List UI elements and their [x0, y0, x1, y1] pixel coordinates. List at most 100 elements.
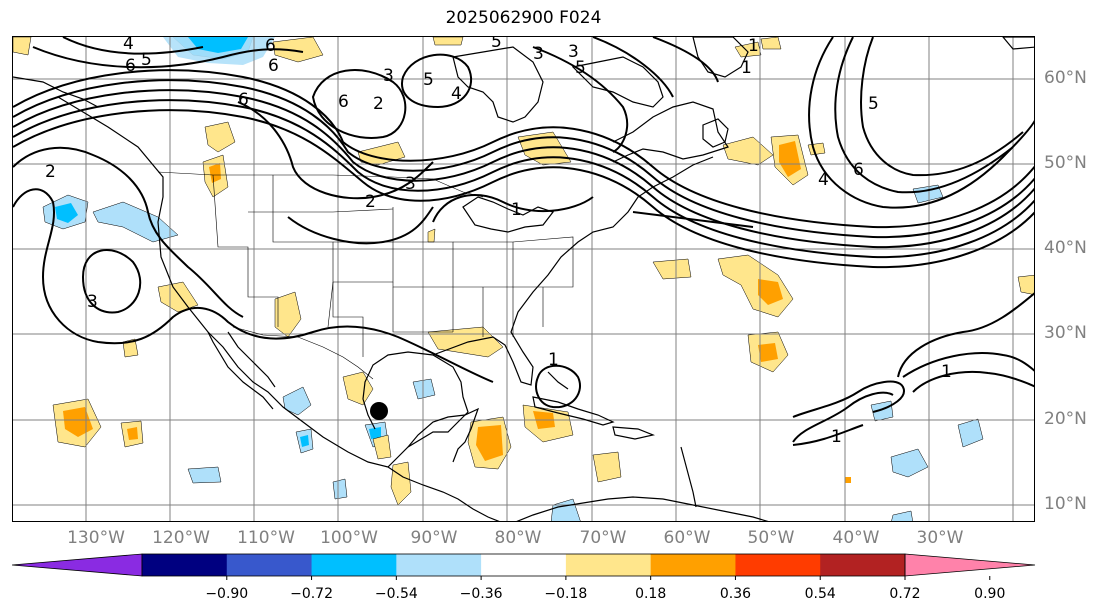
coast-hudson [452, 46, 544, 123]
contour-label: 3 [533, 44, 544, 64]
coast-gulf-mexico [362, 351, 469, 468]
contour-label: 4 [818, 170, 829, 190]
colorbar-tick-label: −0.36 [459, 586, 503, 602]
latitude-label: 50°N [1044, 153, 1087, 173]
contour-label: 6 [853, 160, 864, 180]
shade-yellow-n2 [432, 37, 464, 46]
contour-east-atl-2 [834, 37, 1014, 194]
border-states-9 [482, 287, 544, 337]
longitude-label: 60°W [663, 528, 711, 548]
contour-atl-low [792, 292, 1034, 443]
latitude-label: 40°N [1044, 238, 1087, 258]
shading-layer [13, 37, 1034, 521]
shade-lightblue-west2 [92, 201, 179, 243]
shade-yellow-w3 [122, 338, 139, 358]
shade-lightblue-gulf2 [412, 378, 436, 400]
contour-loop-west [81, 249, 142, 314]
colorbar-extend-min [12, 553, 143, 577]
colorbar-tick-label: −0.72 [290, 586, 333, 602]
shade-orange-carib2 [476, 425, 503, 461]
longitude-label: 120°W [152, 528, 210, 548]
colorbar-segment [481, 554, 567, 576]
colorbar-tick-label: 0.90 [974, 586, 1006, 602]
shade-yellow-n1 [272, 37, 324, 63]
shade-yellow-ne2 [760, 37, 782, 50]
shade-blue-west [55, 203, 78, 223]
coast-hispaniola [612, 426, 656, 440]
map-title: 2025062900 F024 [445, 8, 602, 28]
shade-blue-mex2 [300, 435, 309, 447]
shade-yellow-ne4 [722, 136, 774, 166]
colorbar-segment [650, 554, 736, 576]
contour-west-1 [13, 146, 244, 318]
contour-label: 5 [491, 37, 502, 52]
contour-1-east [632, 211, 754, 228]
border-states-6 [512, 236, 574, 337]
border-states-7 [392, 287, 453, 333]
border-states-1 [212, 174, 279, 327]
contour-jet-5 [13, 69, 1034, 229]
border-us-mexico [232, 326, 374, 380]
contours [13, 37, 1034, 446]
shade-orange-ne5 [779, 141, 801, 177]
contour-jet-3 [13, 109, 1034, 269]
coast-south-america [516, 496, 769, 521]
contour-jet-2 [13, 99, 1034, 259]
contour-1-carib [792, 424, 864, 446]
shade-yellow-mex3 [390, 461, 412, 506]
colorbar-segment [142, 554, 228, 576]
contour-jet-4 [13, 79, 1034, 239]
contour-ne-2 [592, 37, 674, 98]
contour-atl-sub [792, 380, 905, 418]
shade-blue-gulf-core [369, 427, 381, 439]
contour-label: 1 [941, 362, 952, 382]
colorbar-extend-max [904, 553, 1036, 577]
shade-yellow-mex2 [372, 434, 392, 460]
longitude-label: 40°W [832, 528, 880, 548]
coast-canada-east [612, 101, 729, 163]
contour-circle-carib [535, 364, 581, 409]
shade-orange-atl5 [845, 477, 851, 483]
contour-label: 4 [123, 37, 134, 54]
latitude-label: 20°N [1044, 409, 1087, 429]
contour-north-2 [32, 46, 304, 69]
contour-label: 6 [265, 37, 276, 56]
contour-label: 3 [568, 42, 579, 62]
contour-label: 6 [338, 92, 349, 112]
border-states-10 [248, 208, 394, 213]
colorbar-segment [226, 554, 313, 576]
shade-orange-pac2 [127, 427, 138, 440]
colorbar-segment [311, 554, 397, 576]
longitude-label: 130°W [67, 528, 125, 548]
contour-label: 5 [868, 94, 879, 114]
shade-yellow-mex1 [342, 371, 374, 406]
longitude-label: 70°W [579, 528, 627, 548]
colorbar-tick-label: 0.72 [889, 586, 921, 602]
shade-lightblue-mex1 [282, 386, 312, 416]
contour-label: 2 [373, 94, 384, 114]
colorbar-segment [565, 554, 652, 576]
political-borders [157, 171, 574, 380]
contour-label: 1 [831, 427, 842, 447]
shade-yellow-atl2 [717, 254, 794, 318]
contour-loop-nw [311, 69, 407, 139]
coast-lesser-antilles [680, 446, 697, 508]
shade-yellow-w2 [274, 291, 302, 338]
border-states-8 [332, 282, 364, 357]
location-marker[interactable] [370, 402, 388, 420]
colorbar-tick-label: 0.54 [804, 586, 836, 602]
longitude-label: 90°W [410, 528, 458, 548]
shade-yellow-c1 [427, 228, 436, 243]
shade-yellow-atl1 [652, 258, 692, 280]
colorbar-tick-label: 0.18 [635, 586, 667, 602]
coast-baja [207, 331, 274, 410]
contour-label: 5 [575, 58, 586, 78]
shade-lightblue-carib [550, 498, 581, 521]
latitude-label: 60°N [1044, 68, 1087, 88]
contour-jet-1 [13, 89, 1034, 249]
contour-label: 5 [141, 50, 152, 70]
colorbar-tick-label: −0.90 [205, 586, 249, 602]
longitude-label: 110°W [237, 528, 295, 548]
coast-labrador [571, 56, 664, 108]
